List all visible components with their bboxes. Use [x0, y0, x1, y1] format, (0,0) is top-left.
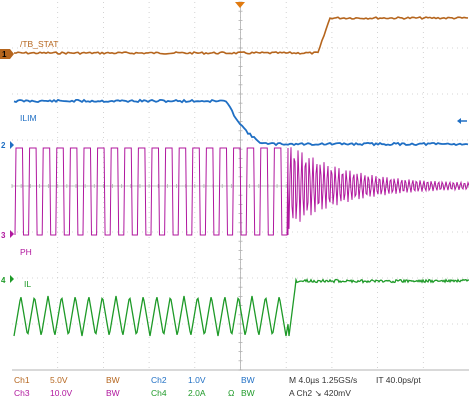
ch1-tb-stat-waveform	[13, 16, 469, 55]
ch3-scale: 10.0V	[50, 388, 73, 398]
ch4-name: Ch4	[151, 388, 167, 398]
ilim-trace-label: ILIM	[20, 113, 37, 123]
ch2-ground-marker[interactable]: 2	[1, 141, 14, 150]
ch1-name: Ch1	[14, 375, 30, 385]
ch4-il-waveform	[13, 277, 469, 337]
ch3-ph-waveform	[14, 147, 469, 236]
ch4-bw-indicator: BW	[241, 388, 255, 398]
record-length-readout: IT 40.0ps/pt	[376, 375, 421, 385]
il-trace-label: IL	[24, 279, 31, 289]
timebase-readout: M 4.0µs 1.25GS/s	[289, 375, 357, 385]
ch3-name: Ch3	[14, 388, 30, 398]
svg-text:2: 2	[1, 141, 6, 150]
ph-trace-label: PH	[20, 247, 32, 257]
svg-text:4: 4	[1, 276, 6, 285]
ch3-ground-marker[interactable]: 3	[1, 230, 14, 240]
svg-text:1: 1	[2, 50, 7, 59]
readout-panel: Ch1 5.0V BW Ch2 1.0V BW Ch3 10.0V BW Ch4…	[14, 375, 421, 398]
ch1-bw-indicator: BW	[106, 375, 120, 385]
tb-stat-trace-label: /TB_STAT	[20, 39, 58, 49]
ch1-scale: 5.0V	[50, 375, 68, 385]
ch1-ground-marker[interactable]: 1	[0, 49, 14, 59]
svg-text:3: 3	[1, 231, 6, 240]
ch2-ilim-waveform	[13, 98, 469, 147]
ch2-bw-indicator: BW	[241, 375, 255, 385]
ch2-name: Ch2	[151, 375, 167, 385]
trigger-position-marker[interactable]	[235, 2, 245, 8]
trigger-readout: A Ch2 ↘ 420mV	[289, 388, 351, 398]
ch3-bw-indicator: BW	[106, 388, 120, 398]
ch4-ohm-indicator: Ω	[228, 388, 234, 398]
ch4-ground-marker[interactable]: 4	[1, 275, 14, 285]
trigger-level-marker[interactable]	[457, 118, 467, 124]
ch4-scale: 2.0A	[188, 388, 206, 398]
ch2-scale: 1.0V	[188, 375, 206, 385]
